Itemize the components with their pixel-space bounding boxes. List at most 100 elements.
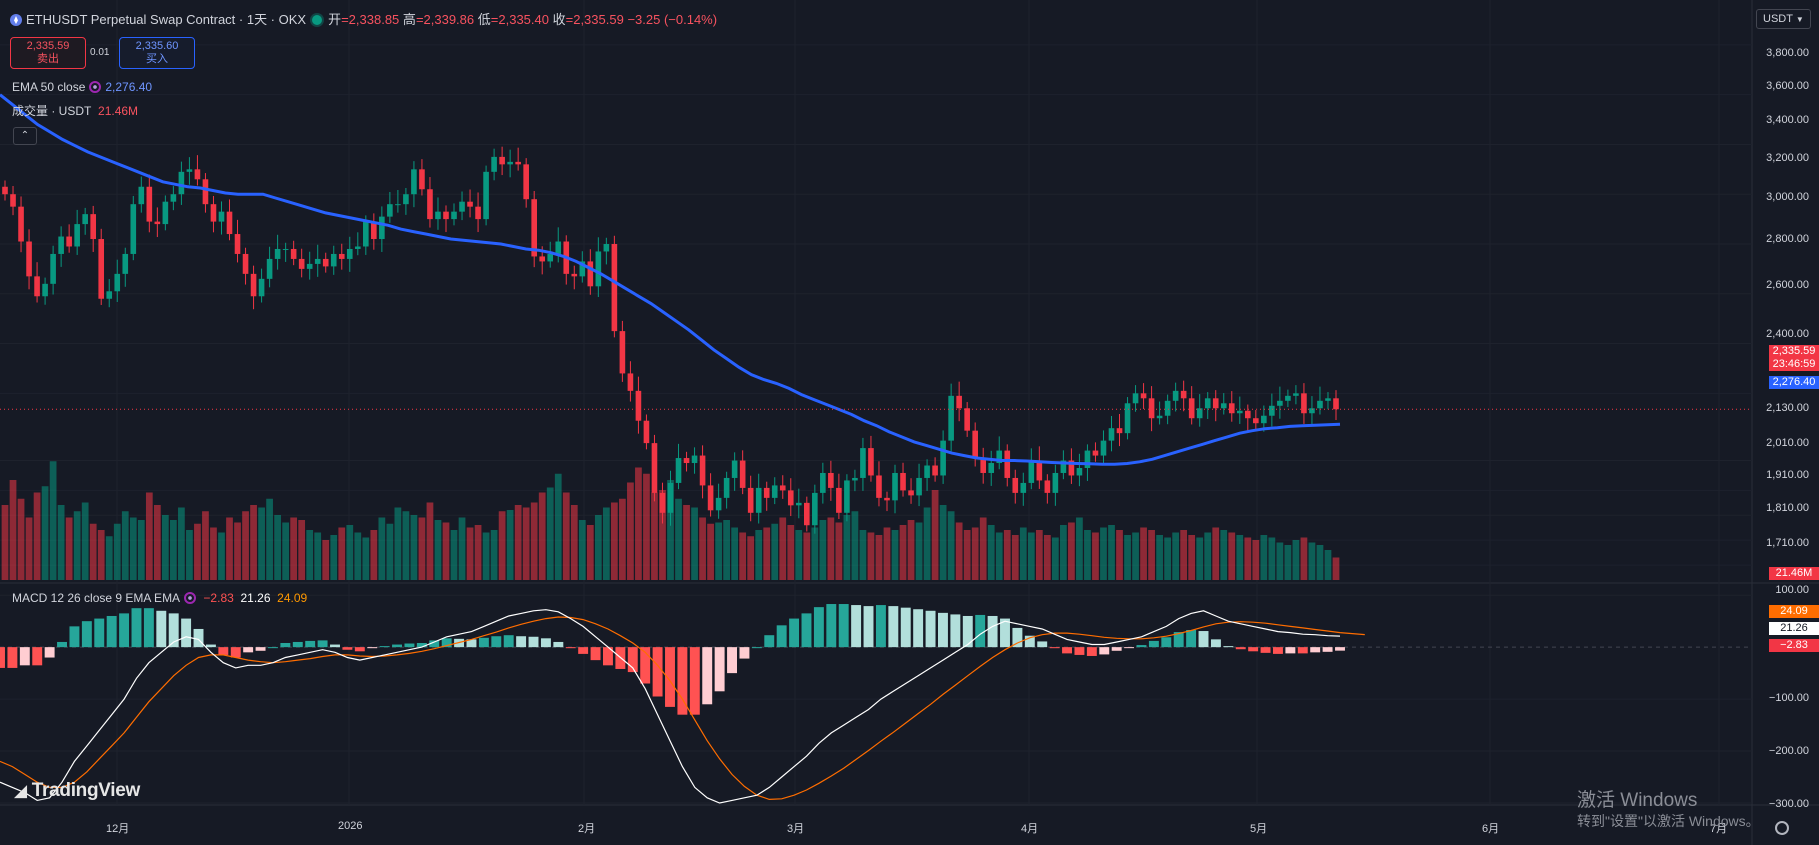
sell-button[interactable]: 2,335.59 卖出 (10, 37, 86, 69)
volume-bar (258, 507, 265, 580)
macd-histogram-bar (938, 612, 948, 648)
volume-bar (1308, 542, 1316, 580)
macd-histogram-bar (255, 647, 266, 651)
candle-body (763, 487, 770, 498)
macd-legend[interactable]: MACD 12 26 close 9 EMA EMA −2.83 21.26 2… (12, 591, 307, 606)
volume-tag: 21.46M (1769, 567, 1819, 580)
tradingview-logo[interactable]: ◢ TradingView (14, 780, 140, 802)
macd-histogram-bar (354, 647, 365, 652)
spread-value: 0.01 (90, 47, 110, 58)
candle-body (74, 224, 80, 247)
macd-name: MACD 12 26 close 9 EMA EMA (12, 591, 181, 605)
volume-bar (1092, 532, 1099, 580)
candle-body (1277, 400, 1283, 406)
volume-bar (498, 511, 506, 580)
candle-body (1084, 450, 1091, 468)
settings-gear-icon[interactable] (1775, 821, 1789, 835)
volume-name: 成交量 · USDT (12, 104, 92, 118)
candle-body (354, 246, 361, 249)
buy-price: 2,335.60 (135, 40, 179, 52)
ema-name: EMA 50 close (12, 80, 86, 94)
macd-histogram-bar (416, 642, 427, 648)
volume-bar (426, 502, 434, 580)
candle-body (387, 204, 393, 217)
candle-body (731, 460, 738, 478)
macd-histogram-bar (665, 647, 675, 707)
candle-body (146, 186, 153, 222)
indicator-source-icon[interactable] (89, 81, 102, 93)
indicator-source-icon[interactable] (184, 592, 197, 604)
volume-bar (643, 473, 650, 580)
candle-body (34, 276, 40, 297)
currency-dropdown[interactable]: USDT ▼ (1756, 9, 1811, 29)
symbol-legend[interactable]: ETHUSDT Perpetual Swap Contract · 1天 · O… (10, 12, 717, 28)
macd-histogram-bar (1223, 646, 1234, 648)
candle-body (699, 455, 706, 486)
collapse-legend-button[interactable]: ⌃ (13, 127, 37, 145)
volume-bar (1140, 527, 1147, 580)
volume-bar (1132, 532, 1139, 580)
macd-histogram-bar (838, 604, 849, 648)
candle-body (1036, 460, 1043, 481)
candle-body (611, 244, 618, 332)
candle-body (2, 186, 8, 195)
volume-bar (129, 517, 137, 580)
candle-body (876, 475, 882, 498)
volume-bar (963, 530, 971, 580)
candle-body (900, 472, 906, 491)
ema-value: 2,276.40 (105, 80, 153, 94)
macd-histogram-bar (603, 647, 613, 666)
volume-bar (1164, 537, 1171, 580)
candle-body (122, 253, 129, 274)
time-tick: 4月 (1021, 823, 1039, 835)
buy-button[interactable]: 2,335.60 买入 (119, 37, 195, 69)
volume-bar (194, 523, 201, 580)
candle-body (1060, 460, 1067, 473)
macd-histogram-bar (0, 647, 5, 668)
candle-body (812, 492, 818, 526)
macd-histogram-bar (1335, 647, 1345, 651)
candle-body (771, 485, 778, 498)
volume-bar (1116, 530, 1123, 580)
macd-histogram-bar (1285, 647, 1296, 654)
candle-body (10, 194, 16, 207)
volume-bar (354, 532, 362, 580)
price-tick: 3,800.00 (1766, 47, 1809, 59)
candle-body (755, 487, 762, 513)
time-tick: 5月 (1250, 823, 1268, 835)
volume-bar (803, 532, 811, 580)
candle-body (571, 273, 578, 277)
volume-bar (370, 530, 378, 580)
change-value: −3.25 (−0.14%) (627, 12, 718, 27)
volume-bar (1068, 522, 1075, 580)
macd-histogram-bar (1136, 645, 1147, 648)
macd-histogram-bar (1198, 631, 1209, 648)
candle-body (723, 477, 730, 498)
volume-bar (57, 505, 65, 580)
ema-legend[interactable]: EMA 50 close 2,276.40 (12, 80, 152, 95)
candle-body (234, 234, 241, 254)
macd-histogram-bar (987, 615, 998, 648)
candle-body (250, 273, 257, 297)
macd-histogram-bar (503, 635, 514, 648)
volume-bar (41, 486, 49, 580)
candle-body (715, 497, 722, 511)
macd-histogram-bar (689, 647, 700, 715)
volume-legend[interactable]: 成交量 · USDT 21.46M (12, 104, 138, 119)
volume-bar (1076, 517, 1083, 580)
macd-histogram-bar (751, 647, 762, 649)
macd-histogram-bar (1161, 637, 1172, 648)
volume-bar (274, 515, 281, 580)
candle-body (1236, 410, 1243, 414)
high-label: 高 (402, 12, 416, 27)
candle-body (491, 156, 497, 172)
candle-body (1180, 390, 1187, 399)
volume-bar (995, 532, 1003, 580)
candle-body (1261, 415, 1267, 424)
candle-body (1124, 403, 1131, 434)
chevron-up-icon: ⌃ (20, 130, 30, 141)
volume-bar (466, 527, 474, 580)
candle-body (1092, 450, 1099, 456)
macd-histogram-bar (193, 628, 204, 648)
